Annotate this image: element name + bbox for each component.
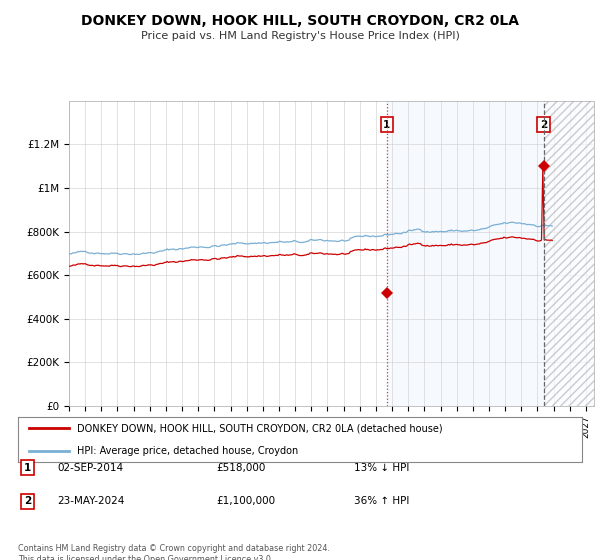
Text: £1,100,000: £1,100,000 — [216, 496, 275, 506]
Text: 02-SEP-2014: 02-SEP-2014 — [57, 463, 123, 473]
Text: HPI: Average price, detached house, Croydon: HPI: Average price, detached house, Croy… — [77, 446, 298, 456]
Text: DONKEY DOWN, HOOK HILL, SOUTH CROYDON, CR2 0LA (detached house): DONKEY DOWN, HOOK HILL, SOUTH CROYDON, C… — [77, 423, 443, 433]
Text: Contains HM Land Registry data © Crown copyright and database right 2024.
This d: Contains HM Land Registry data © Crown c… — [18, 544, 330, 560]
Text: DONKEY DOWN, HOOK HILL, SOUTH CROYDON, CR2 0LA: DONKEY DOWN, HOOK HILL, SOUTH CROYDON, C… — [81, 14, 519, 28]
Text: 2: 2 — [24, 496, 31, 506]
Text: 2: 2 — [540, 120, 547, 130]
Text: 23-MAY-2024: 23-MAY-2024 — [57, 496, 124, 506]
Bar — [387, 101, 594, 406]
Text: 1: 1 — [383, 120, 391, 130]
Text: £518,000: £518,000 — [216, 463, 265, 473]
Text: 36% ↑ HPI: 36% ↑ HPI — [354, 496, 409, 506]
Text: 1: 1 — [24, 463, 31, 473]
Text: Price paid vs. HM Land Registry's House Price Index (HPI): Price paid vs. HM Land Registry's House … — [140, 31, 460, 41]
Bar — [544, 101, 594, 406]
Text: 13% ↓ HPI: 13% ↓ HPI — [354, 463, 409, 473]
